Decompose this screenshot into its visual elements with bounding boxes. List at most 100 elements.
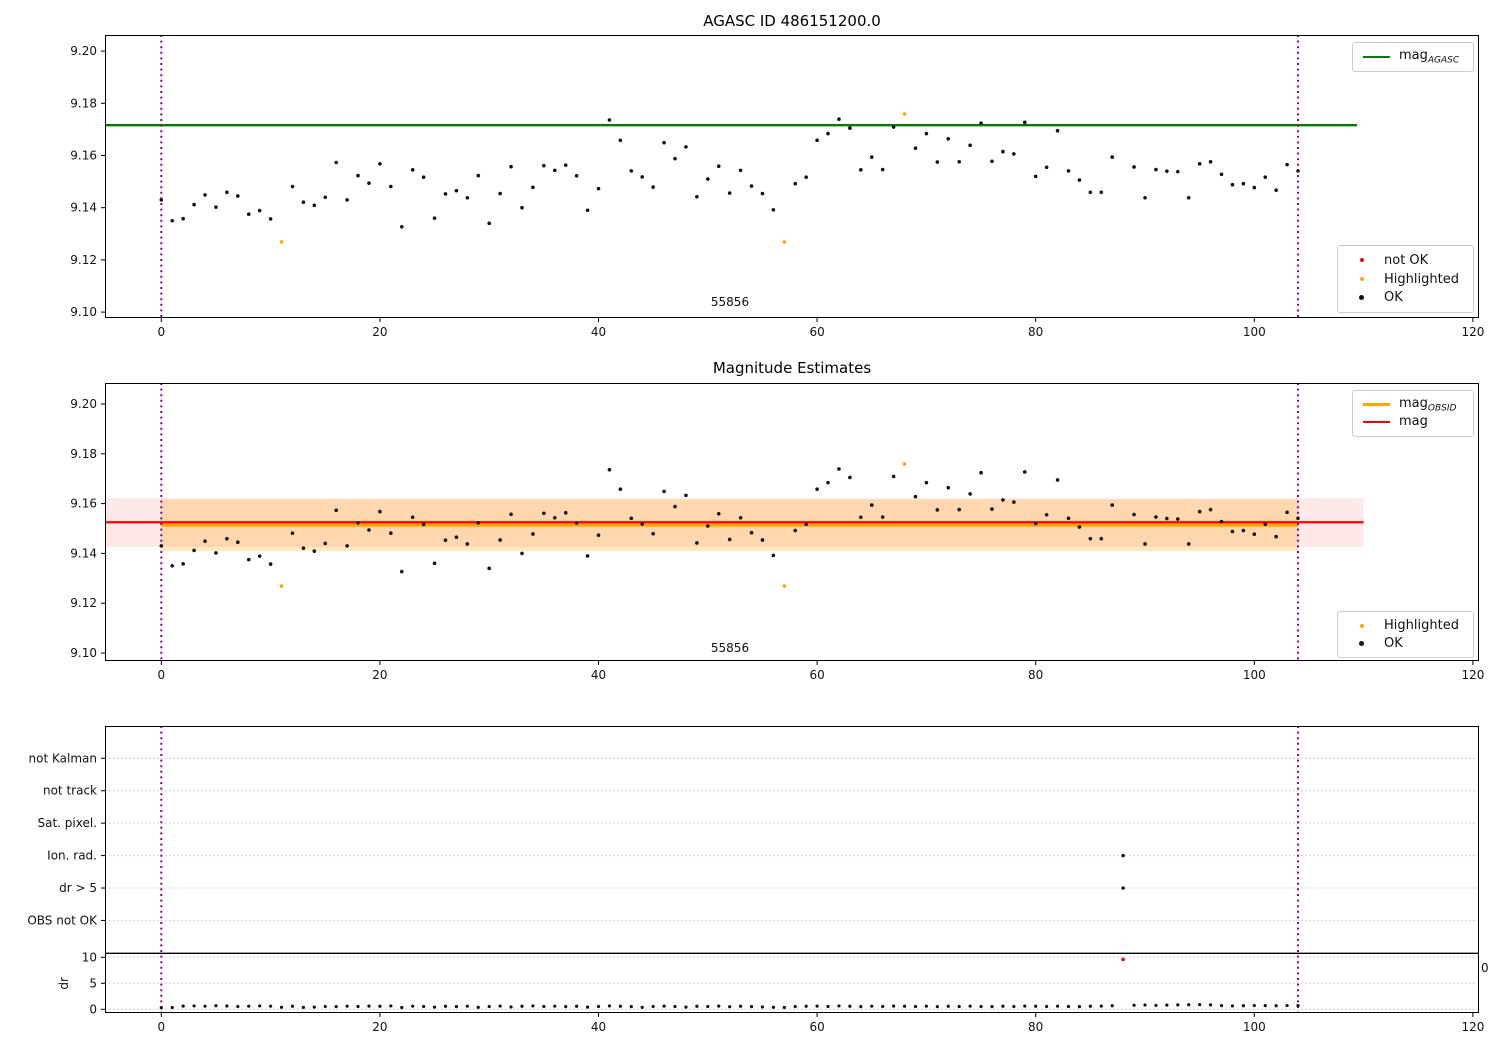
data-point xyxy=(651,185,655,189)
data-point xyxy=(1285,162,1289,167)
orange-dot-swatch-icon xyxy=(1348,277,1375,281)
data-point xyxy=(727,537,732,542)
legend-item-mag-agasc: magAGASC xyxy=(1363,48,1463,66)
top-magnitude-plot: 0 20 40 60 80 100 120 9.10 9.12 9.14 9.16 9.18 9.20 xyxy=(70,35,1484,339)
data-point xyxy=(1219,1004,1224,1008)
data-point xyxy=(957,507,961,512)
data-point xyxy=(651,531,655,536)
data-point xyxy=(695,1004,699,1008)
legend-markers-top: not OK Highlighted OK xyxy=(1337,245,1474,313)
data-point xyxy=(1099,1004,1103,1008)
data-point xyxy=(553,1004,557,1008)
dr-tick-label: 0 xyxy=(89,1002,97,1016)
data-point xyxy=(181,216,185,221)
data-point xyxy=(269,1004,273,1008)
data-point xyxy=(662,140,666,145)
data-point xyxy=(684,1005,688,1009)
data-point xyxy=(531,1004,535,1008)
data-point xyxy=(1274,1004,1278,1008)
data-point xyxy=(651,1004,655,1009)
stray-zero-label: 0 xyxy=(1481,961,1489,975)
legend-label: OK xyxy=(1384,635,1403,651)
data-point xyxy=(935,160,940,164)
data-point xyxy=(334,160,338,165)
data-point xyxy=(1274,188,1278,193)
data-point xyxy=(913,1004,918,1009)
data-point xyxy=(913,146,918,150)
legend-mag-agasc: magAGASC xyxy=(1352,42,1474,72)
red-dot-swatch-icon xyxy=(1348,258,1375,263)
orange-line-swatch-icon xyxy=(1363,403,1390,407)
legend-label: magOBSID xyxy=(1399,395,1457,414)
legend-item-ok: OK xyxy=(1348,635,1463,653)
data-point xyxy=(1296,1004,1300,1008)
y-tick-label: 9.14 xyxy=(70,201,97,215)
axes-frame xyxy=(105,35,1479,318)
y-tick-label: 9.14 xyxy=(70,546,97,560)
data-point xyxy=(826,480,830,485)
data-point xyxy=(170,564,175,568)
data-point xyxy=(225,1004,229,1008)
category-label: dr > 5 xyxy=(59,881,97,895)
data-point xyxy=(684,493,688,498)
data-point xyxy=(607,467,612,472)
dr-axis-label: dr xyxy=(57,977,71,990)
data-point xyxy=(1012,1004,1016,1009)
data-point xyxy=(924,131,929,136)
data-point xyxy=(399,224,404,229)
data-point xyxy=(673,504,677,509)
data-point xyxy=(946,485,951,490)
data-point xyxy=(1001,498,1005,502)
x-tick-label: 100 xyxy=(1243,668,1266,682)
data-point xyxy=(957,1004,961,1009)
data-point xyxy=(804,522,808,527)
x-tick-label: 120 xyxy=(1461,668,1484,682)
data-point xyxy=(1121,957,1125,962)
data-point xyxy=(1219,519,1224,524)
data-point xyxy=(487,566,492,571)
x-tick-label: 20 xyxy=(372,1020,387,1034)
data-point xyxy=(1143,195,1147,200)
data-point xyxy=(203,193,207,197)
data-point xyxy=(826,1004,830,1009)
data-point xyxy=(356,520,360,525)
data-point xyxy=(1132,165,1136,169)
data-point xyxy=(957,159,961,164)
data-point xyxy=(1230,182,1235,187)
data-point xyxy=(1033,521,1038,526)
top-plot-title: AGASC ID 486151200.0 xyxy=(703,12,881,30)
obsid-annotation-middle: 55856 xyxy=(710,641,750,655)
y-axis: 9.10 9.12 9.14 9.16 9.18 9.20 xyxy=(70,397,105,660)
data-point xyxy=(1186,195,1191,200)
data-point xyxy=(804,1004,808,1008)
data-point xyxy=(793,528,798,533)
data-point xyxy=(1208,1003,1213,1007)
data-point xyxy=(1066,516,1071,521)
y-tick-label: 9.20 xyxy=(70,44,97,58)
x-tick-label: 60 xyxy=(809,668,824,682)
data-point xyxy=(935,508,940,512)
data-point xyxy=(498,538,502,542)
x-tick-label: 40 xyxy=(591,325,606,339)
data-point xyxy=(1186,542,1191,546)
y-tick-label: 9.10 xyxy=(70,646,97,660)
data-point xyxy=(1143,1003,1147,1007)
data-point xyxy=(236,194,240,198)
data-point xyxy=(247,1004,251,1008)
data-point xyxy=(727,191,732,195)
data-point xyxy=(1198,1003,1202,1007)
data-point xyxy=(301,1005,305,1009)
data-point xyxy=(826,131,830,136)
data-point xyxy=(662,1004,666,1008)
data-point xyxy=(410,515,415,520)
data-point xyxy=(192,548,196,553)
data-point xyxy=(334,1004,338,1009)
data-point xyxy=(1296,516,1300,521)
data-point xyxy=(400,1005,404,1010)
y-tick-label: 9.18 xyxy=(70,447,97,461)
legend-item-highlighted: Highlighted xyxy=(1348,617,1463,635)
data-point xyxy=(1055,1004,1060,1008)
data-point xyxy=(542,1004,546,1009)
data-point xyxy=(1099,536,1104,541)
data-point xyxy=(542,511,546,516)
